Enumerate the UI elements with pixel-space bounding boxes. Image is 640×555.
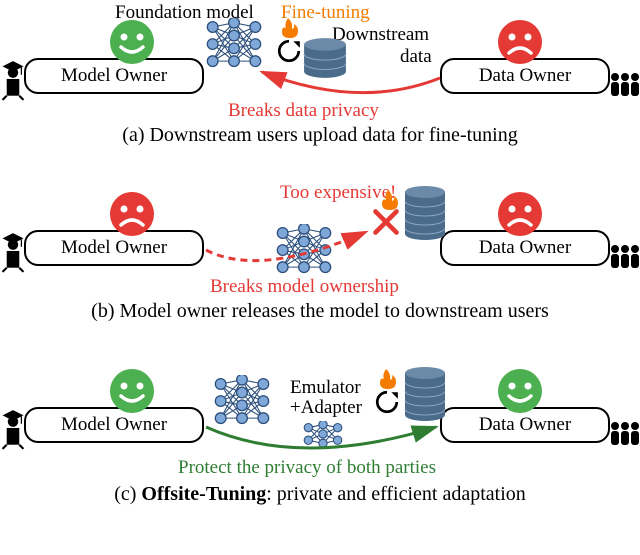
breaks-ownership-text: Breaks model ownership <box>210 276 399 298</box>
breaks-privacy-text: Breaks data privacy <box>228 100 379 122</box>
caption-a: (a) Downstream users upload data for fin… <box>0 124 640 147</box>
panel-a: Foundation model Fine-tuning Downstream … <box>0 0 640 170</box>
caption-c-prefix: (c) <box>114 483 141 505</box>
caption-c-rest: : private and efficient adaptation <box>266 483 526 505</box>
caption-c: (c) Offsite-Tuning: private and efficien… <box>0 483 640 506</box>
panel-c: Model Owner Data Owner Emulator +Adapter… <box>0 361 640 551</box>
caption-c-bold: Offsite-Tuning <box>141 483 266 505</box>
arrow-b <box>0 180 640 320</box>
protect-privacy-text: Protect the privacy of both parties <box>178 457 436 479</box>
panel-b: Too expensive! Model Owner Data Owner Br… <box>0 180 640 355</box>
caption-b: (b) Model owner releases the model to do… <box>0 300 640 323</box>
